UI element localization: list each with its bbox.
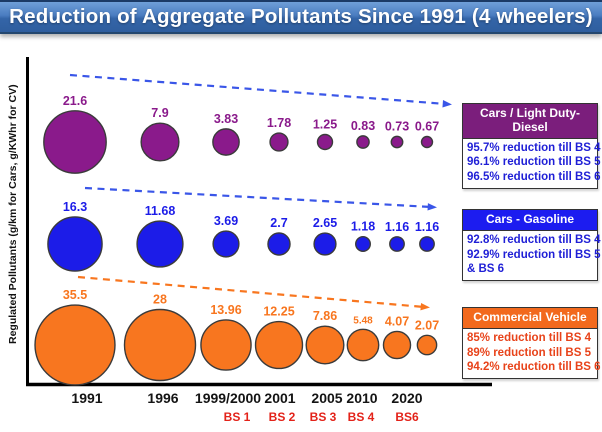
bubble-value-label: 12.25 (263, 305, 294, 319)
bubble (43, 110, 107, 174)
bubble (390, 135, 404, 149)
bubble (313, 232, 337, 256)
bubble-value-label: 21.6 (63, 94, 87, 108)
trend-arrow-head (420, 303, 430, 311)
trend-arrow (77, 275, 425, 309)
bubble (416, 334, 438, 356)
legend-box-body: 85% reduction till BS 4 89% reduction til… (463, 329, 601, 378)
bubble (47, 216, 103, 272)
trend-arrow (69, 73, 447, 106)
bubble-value-label: 2.65 (313, 216, 337, 230)
legend-line: 92.8% reduction till BS 4 (467, 233, 601, 246)
bubble (136, 220, 184, 268)
bubble-value-label: 1.16 (385, 220, 409, 234)
bubble-value-label: 11.68 (145, 204, 176, 218)
bubble (420, 135, 434, 149)
legend-box-body: 92.8% reduction till BS 4 92.9% reduction… (463, 231, 601, 280)
title-bar: Reduction of Aggregate Pollutants Since … (0, 0, 602, 34)
bubble (305, 325, 345, 365)
trend-arrow (84, 186, 432, 209)
trend-arrow-head (442, 100, 452, 108)
legend-line: 96.1% reduction till BS 5 (467, 156, 601, 169)
bubble (356, 135, 370, 149)
bubble-value-label: 0.67 (415, 120, 439, 134)
year-tick-label: 1999/2000 (195, 390, 261, 406)
legend-line: 89% reduction till BS 5 (467, 346, 591, 359)
bs-tick-label: BS 4 (348, 410, 375, 424)
trend-arrow-head (427, 203, 437, 211)
year-tick-label: 2001 (264, 390, 295, 406)
legend-line: 85% reduction till BS 4 (467, 331, 591, 344)
bs-tick-label: BS 3 (310, 410, 337, 424)
bubble-value-label: 7.86 (313, 309, 337, 323)
bubble-value-label: 1.78 (267, 116, 291, 130)
legend-line: 95.7% reduction till BS 4 (467, 141, 601, 154)
bubble (316, 133, 334, 151)
bubble-value-label: 35.5 (63, 288, 87, 302)
bubble-value-label: 1.16 (415, 220, 439, 234)
legend-box: Cars / Light Duty-Diesel 95.7% reduction … (462, 103, 601, 189)
legend-box: Commercial Vehicle 85% reduction till BS … (462, 307, 601, 379)
bs-tick-label: BS 2 (269, 410, 296, 424)
legend-box: Cars - Gasoline 92.8% reduction till BS 4… (462, 209, 601, 281)
bubble (212, 230, 240, 258)
bubble (140, 122, 180, 162)
bubble-value-label: 5.48 (353, 315, 373, 326)
bubble-value-label: 1.18 (351, 220, 375, 234)
year-tick-label: 2005 (311, 390, 342, 406)
legend-box-title: Cars / Light Duty-Diesel (463, 104, 597, 139)
bubble-value-label: 28 (153, 292, 167, 306)
legend-line: & BS 6 (467, 263, 505, 276)
bubble (254, 320, 304, 370)
bubble (269, 132, 289, 152)
bubble-value-label: 7.9 (151, 106, 168, 120)
bubble (389, 236, 405, 252)
bubble-value-label: 0.73 (385, 119, 409, 133)
legend-box-body: 95.7% reduction till BS 4 96.1% reduction… (463, 139, 601, 188)
legend-line: 96.5% reduction till BS 6 (467, 171, 601, 184)
bubble-value-label: 16.3 (63, 200, 87, 214)
bubble-value-label: 3.83 (214, 112, 238, 126)
bubble-value-label: 2.7 (270, 216, 287, 230)
year-tick-label: 1996 (147, 390, 178, 406)
bubble (382, 330, 412, 360)
bubble (355, 236, 371, 252)
bubble (267, 232, 291, 256)
legend-box-title: Commercial Vehicle (463, 308, 597, 329)
legend-line: 94.2% reduction till BS 6 (467, 361, 601, 374)
bubble (34, 304, 116, 386)
legend-line: 92.9% reduction till BS 5 (467, 248, 601, 261)
year-tick-label: 1991 (71, 390, 102, 406)
bubble-value-label: 4.07 (385, 314, 409, 328)
bubble-value-label: 0.83 (351, 119, 375, 133)
bubble (346, 328, 380, 362)
bubble (123, 308, 197, 382)
bubble (212, 128, 240, 156)
year-tick-label: 2010 (346, 390, 377, 406)
page-title: Reduction of Aggregate Pollutants Since … (9, 5, 593, 28)
bs-tick-label: BS 1 (224, 410, 251, 424)
bubble-value-label: 1.25 (313, 117, 337, 131)
legend-box-title: Cars - Gasoline (463, 210, 597, 231)
bubble (419, 236, 435, 252)
bs-tick-label: BS6 (395, 410, 419, 424)
bubble (200, 319, 252, 371)
bubble-value-label: 13.96 (210, 303, 241, 317)
bubble-value-label: 3.69 (214, 214, 238, 228)
bubble-value-label: 2.07 (415, 318, 439, 332)
year-tick-label: 2020 (391, 390, 422, 406)
